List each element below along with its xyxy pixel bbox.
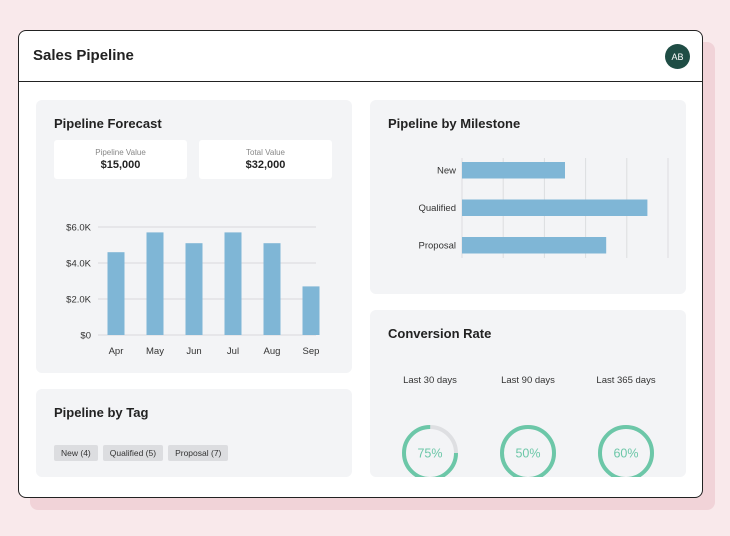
y-tick-label: New — [437, 166, 456, 177]
period-label: Last 30 days — [403, 375, 457, 386]
ring-progress — [598, 425, 654, 477]
stat-value: $32,000 — [245, 159, 286, 171]
bar-apr — [107, 252, 125, 335]
bar-aug — [263, 243, 281, 335]
page-title: Sales Pipeline — [33, 47, 134, 64]
x-tick-label: May — [146, 346, 164, 357]
conversion-rings: 75% 50% 60% — [402, 425, 654, 477]
tag-qualified[interactable]: Qualified (5) — [102, 445, 164, 461]
x-tick-label: Aug — [264, 346, 281, 357]
dashboard-window: Sales Pipeline AB Pipeline Forecast Pipe… — [18, 30, 703, 498]
y-tick-label: Proposal — [419, 241, 457, 252]
ring-value: 75% — [417, 447, 442, 461]
x-tick-label: 4 — [542, 293, 547, 294]
card-title: Conversion Rate — [388, 326, 492, 341]
x-tick-label: Jul — [227, 346, 239, 357]
header: Sales Pipeline AB — [19, 31, 702, 82]
pipeline-by-tag-card: Pipeline by Tag New (4) Qualified (5) Prop… — [36, 389, 352, 477]
bar-qualified — [462, 199, 648, 216]
card-title: Pipeline by Milestone — [388, 116, 521, 131]
stat-value: $15,000 — [100, 159, 141, 171]
pipeline-forecast-card: Pipeline Forecast Pipeline Value $15,000… — [36, 100, 352, 373]
x-tick-label: 6 — [583, 293, 588, 294]
stat-label: Total Value — [246, 148, 285, 157]
card-title: Pipeline Forecast — [54, 116, 162, 131]
x-tick-label: 0 — [459, 293, 464, 294]
x-tick-label: Sep — [303, 346, 320, 357]
x-tick-label: 10 — [663, 293, 674, 294]
ring-value: 50% — [515, 447, 540, 461]
card-title: Pipeline by Tag — [54, 405, 149, 420]
forecast-chart: $0 $2.0K $4.0K $6.0K Apr May Jun Jul Aug Sep — [66, 223, 320, 357]
stat-label: Pipeline Value — [95, 148, 146, 157]
pipeline-by-milestone-card: Pipeline by Milestone 0 2 4 6 8 10 New Qualifie… — [370, 100, 686, 294]
y-tick-label: $6.0K — [66, 223, 91, 234]
pipeline-value-stat: Pipeline Value $15,000 — [54, 140, 187, 179]
x-tick-label: 8 — [624, 293, 629, 294]
bar-new — [462, 162, 565, 179]
milestone-chart: 0 2 4 6 8 10 New Qualified Proposal — [419, 158, 674, 294]
ring-progress — [500, 425, 556, 477]
y-tick-label: Qualified — [419, 203, 457, 214]
x-tick-label: Apr — [109, 346, 124, 357]
x-tick-label: 2 — [501, 293, 506, 294]
avatar[interactable]: AB — [665, 44, 690, 69]
tag-proposal[interactable]: Proposal (7) — [168, 445, 229, 461]
tag-new[interactable]: New (4) — [54, 445, 98, 461]
y-tick-label: $4.0K — [66, 259, 91, 270]
ring-progress — [402, 425, 458, 477]
y-tick-label: $0 — [80, 331, 91, 342]
bar-jun — [185, 243, 203, 335]
ring-value: 60% — [613, 447, 638, 461]
period-label: Last 90 days — [501, 375, 555, 386]
bar-sep — [302, 286, 320, 335]
conversion-rate-card: Conversion Rate Last 30 days Last 90 day… — [370, 310, 686, 477]
x-tick-label: Jun — [186, 346, 201, 357]
total-value-stat: Total Value $32,000 — [199, 140, 332, 179]
bar-may — [146, 232, 164, 335]
tag-list: New (4) Qualified (5) Proposal (7) — [54, 443, 233, 461]
y-tick-label: $2.0K — [66, 295, 91, 306]
bar-proposal — [462, 237, 607, 254]
bar-jul — [224, 232, 242, 335]
period-label: Last 365 days — [596, 375, 656, 386]
